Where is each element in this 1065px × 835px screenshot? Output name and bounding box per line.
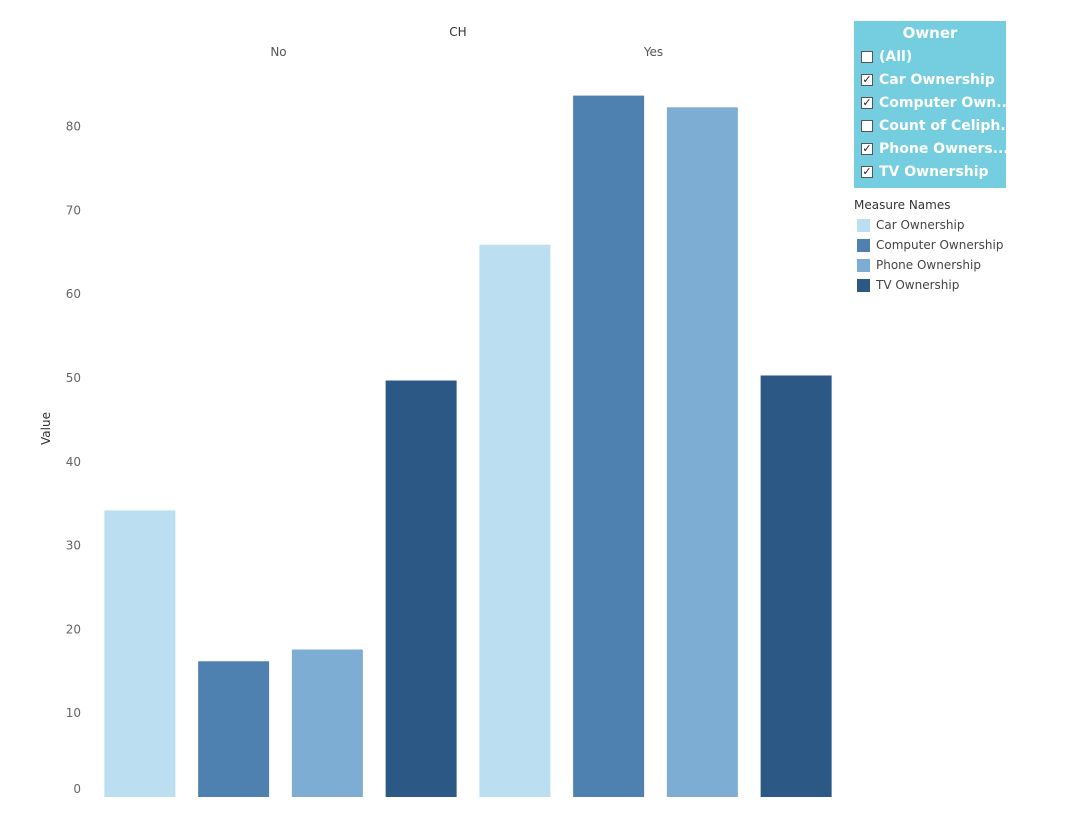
owner-filter-card: Owner (All) ✓ Car Ownership ✓ Computer Own..…	[854, 21, 1006, 188]
y-tick-label: 0	[73, 782, 81, 796]
legend-item[interactable]: Phone Ownership	[854, 255, 1044, 275]
column-header-title: CH	[449, 25, 466, 39]
bar-no-computer-ownership[interactable]	[198, 661, 270, 797]
bar-yes-tv-ownership[interactable]	[760, 375, 832, 797]
bar-chart: CH No Yes 0 10 20 30 40 50 60 70 80 Value	[39, 25, 832, 798]
filter-item[interactable]: Count of Celiph...	[854, 114, 1006, 137]
filter-item[interactable]: ✓ Car Ownership	[854, 68, 1006, 91]
filter-item-label: (All)	[879, 48, 913, 65]
legend-label: Computer Ownership	[876, 238, 1004, 252]
bar-no-phone-ownership[interactable]	[291, 649, 363, 797]
checkbox-checked-icon[interactable]: ✓	[861, 164, 873, 178]
filter-item-label: Phone Owners...	[879, 140, 1006, 157]
legend-item[interactable]: Computer Ownership	[854, 235, 1044, 255]
y-tick-label: 50	[66, 371, 81, 385]
checkbox-unchecked-icon[interactable]	[861, 119, 873, 132]
checkbox-checked-icon[interactable]: ✓	[861, 95, 873, 109]
filter-item-label: TV Ownership	[879, 163, 989, 180]
filter-item[interactable]: (All)	[854, 45, 1006, 68]
bar-no-car-ownership[interactable]	[104, 510, 176, 797]
legend-label: Phone Ownership	[876, 258, 981, 272]
legend-swatch	[857, 258, 870, 272]
filter-item-label: Computer Own...	[879, 94, 1006, 111]
legend-item[interactable]: TV Ownership	[854, 275, 1044, 295]
legend-swatch	[857, 278, 870, 292]
legend: Measure Names Car Ownership Computer Owne…	[854, 197, 1044, 295]
filter-item-label: Count of Celiph...	[879, 117, 1006, 134]
filter-list: (All) ✓ Car Ownership ✓ Computer Own... Count…	[854, 45, 1006, 183]
y-tick-label: 20	[66, 622, 81, 636]
checkbox-unchecked-icon[interactable]	[861, 50, 873, 63]
legend-swatch	[857, 218, 870, 232]
filter-title: Owner	[902, 24, 958, 42]
y-tick-label: 80	[66, 120, 81, 134]
legend-swatch	[857, 238, 870, 252]
y-axis: 0 10 20 30 40 50 60 70 80 Value	[39, 120, 81, 796]
legend-label: Car Ownership	[876, 218, 965, 232]
bar-yes-car-ownership[interactable]	[479, 244, 551, 797]
column-headers: CH No Yes	[270, 25, 663, 59]
checkbox-checked-icon[interactable]: ✓	[861, 141, 873, 155]
y-tick-label: 70	[66, 203, 81, 217]
bar-no-tv-ownership[interactable]	[385, 380, 457, 797]
filter-item[interactable]: ✓ Phone Owners...	[854, 137, 1006, 160]
checkbox-checked-icon[interactable]: ✓	[861, 72, 873, 86]
y-tick-label: 30	[66, 539, 81, 553]
legend-label: TV Ownership	[876, 278, 960, 292]
filter-item-label: Car Ownership	[879, 71, 995, 88]
legend-title: Measure Names	[854, 198, 951, 212]
bar-yes-phone-ownership[interactable]	[666, 107, 738, 798]
filter-item[interactable]: ✓ TV Ownership	[854, 160, 1006, 183]
y-tick-label: 60	[66, 287, 81, 301]
y-axis-title: Value	[39, 412, 53, 445]
legend-item[interactable]: Car Ownership	[854, 215, 1044, 235]
column-header-no: No	[270, 45, 286, 59]
y-tick-label: 10	[66, 706, 81, 720]
bars	[104, 95, 832, 798]
legend-list: Car Ownership Computer Ownership Phone Own…	[854, 215, 1044, 295]
y-tick-label: 40	[66, 455, 81, 469]
filter-item[interactable]: ✓ Computer Own...	[854, 91, 1006, 114]
bar-yes-computer-ownership[interactable]	[573, 95, 645, 798]
column-header-yes: Yes	[643, 45, 663, 59]
